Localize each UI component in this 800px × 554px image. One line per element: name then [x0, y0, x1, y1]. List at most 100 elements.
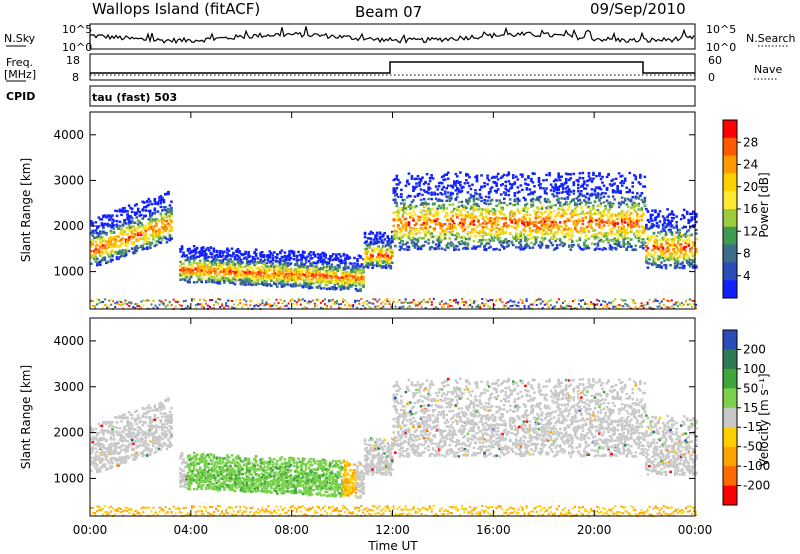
- power-cell: [614, 214, 618, 217]
- power-cell: [451, 228, 455, 231]
- power-cell: [90, 249, 93, 253]
- power-cell: [433, 229, 436, 232]
- power-cell: [419, 227, 423, 230]
- power-cell: [413, 244, 417, 248]
- power-cell: [493, 210, 497, 214]
- power-cell: [263, 273, 267, 277]
- power-cell: [616, 217, 619, 221]
- power-cell: [587, 175, 591, 178]
- power-cell: [540, 236, 544, 240]
- power-cell: [583, 227, 586, 230]
- power-cell: [220, 261, 223, 265]
- power-cell: [380, 247, 383, 250]
- power-cell: [115, 257, 119, 261]
- power-cell: [224, 255, 228, 258]
- power-cell: [277, 270, 281, 273]
- power-cell: [369, 256, 373, 259]
- power-cell: [248, 260, 252, 264]
- power-cell: [185, 268, 188, 271]
- power-cell: [460, 200, 464, 204]
- power-cell: [120, 213, 123, 217]
- power-cell: [466, 202, 470, 205]
- power-cell: [372, 238, 376, 241]
- power-cell: [536, 214, 539, 218]
- power-cell: [126, 228, 129, 231]
- power-cell: [637, 181, 641, 184]
- power-cell: [332, 286, 335, 289]
- power-cell: [400, 236, 403, 240]
- power-cell: [362, 278, 365, 282]
- power-cell: [374, 248, 377, 252]
- power-cell: [383, 245, 387, 249]
- power-cell: [583, 194, 586, 197]
- power-cell: [660, 266, 663, 269]
- power-cell: [516, 197, 520, 200]
- power-cell: [395, 174, 399, 178]
- power-cell: [566, 235, 570, 238]
- power-cell: [133, 246, 137, 249]
- power-cell: [453, 248, 456, 252]
- power-cell: [575, 204, 579, 208]
- power-cell: [304, 278, 308, 282]
- power-cell: [592, 233, 595, 236]
- power-cell: [91, 234, 95, 237]
- power-cell: [661, 227, 665, 230]
- power-cell: [587, 205, 591, 209]
- power-cell: [430, 246, 433, 249]
- power-cell: [551, 185, 554, 189]
- power-cell: [443, 222, 447, 226]
- power-cell: [617, 244, 621, 248]
- power-cell: [235, 270, 238, 274]
- power-cell: [548, 214, 551, 218]
- power-cell: [660, 250, 663, 253]
- power-cell: [409, 207, 412, 210]
- power-cell: [427, 186, 430, 189]
- power-cell: [274, 264, 278, 268]
- power-cell: [165, 192, 169, 195]
- power-cell: [262, 259, 266, 263]
- power-cell: [108, 214, 111, 217]
- power-cell: [472, 239, 476, 243]
- power-cell: [475, 225, 479, 228]
- power-cell: [322, 260, 326, 263]
- power-cell: [649, 217, 653, 220]
- power-cell: [277, 277, 281, 281]
- power-cell: [271, 256, 275, 260]
- power-cell: [96, 226, 99, 230]
- power-cell: [130, 229, 134, 233]
- power-cell: [230, 266, 234, 270]
- power-cell: [283, 284, 287, 287]
- power-cell: [586, 225, 589, 228]
- power-cell: [625, 216, 629, 220]
- power-cell: [103, 256, 107, 259]
- power-cell: [695, 250, 698, 254]
- power-cell: [434, 185, 438, 188]
- power-cell: [269, 277, 273, 280]
- power-cell: [126, 233, 129, 236]
- power-cell: [667, 238, 671, 241]
- power-cell: [377, 250, 380, 253]
- power-cell: [366, 262, 370, 265]
- power-cell: [672, 240, 675, 244]
- power-cell: [431, 227, 435, 231]
- power-cell: [338, 259, 341, 263]
- power-cell: [123, 221, 126, 224]
- power-cell: [440, 230, 444, 233]
- power-cell: [229, 254, 232, 257]
- power-cell: [298, 277, 302, 281]
- power-cell: [605, 175, 609, 179]
- power-cell: [548, 216, 551, 220]
- power-cell: [304, 258, 308, 261]
- power-cell: [524, 244, 527, 247]
- power-cell: [136, 239, 140, 242]
- power-cell: [516, 191, 520, 194]
- power-cell: [516, 220, 520, 223]
- power-cell: [654, 210, 657, 214]
- power-cell: [327, 287, 331, 290]
- power-cell: [437, 239, 441, 242]
- power-cell: [192, 271, 196, 275]
- power-cell: [619, 181, 622, 185]
- power-cell: [525, 242, 529, 246]
- power-cell: [670, 240, 674, 243]
- power-cell: [148, 200, 152, 203]
